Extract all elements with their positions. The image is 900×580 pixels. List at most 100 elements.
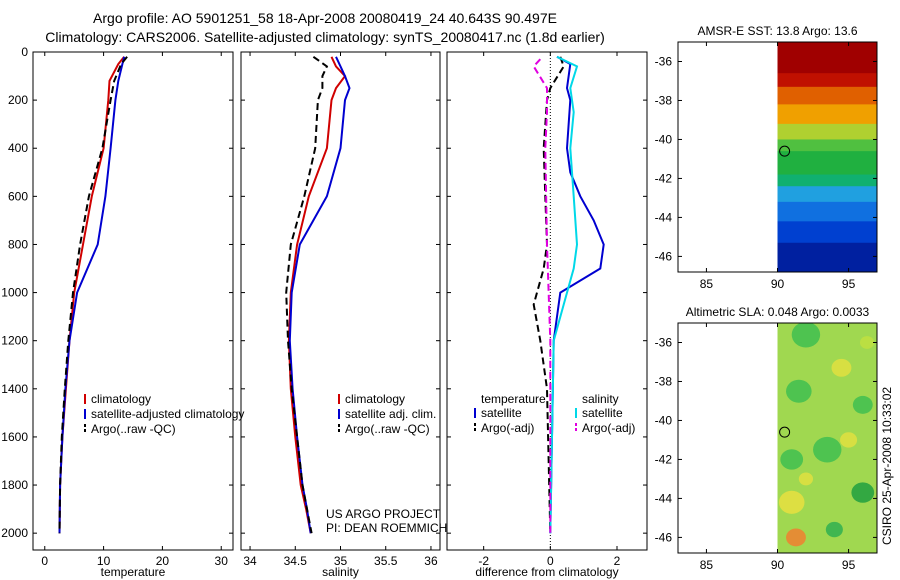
- map-frame: [677, 41, 878, 273]
- y-tick-label: 400: [8, 141, 28, 155]
- title-line-1: Argo profile: AO 5901251_58 18-Apr-2008 …: [93, 10, 557, 26]
- sla-blob: [851, 482, 875, 503]
- series-line-argo-raw-qc-: [285, 55, 329, 534]
- plot-frame: [32, 51, 234, 551]
- x-axis-label: temperature: [101, 565, 166, 579]
- title-line-2: Climatology: CARS2006. Satellite-adjuste…: [45, 29, 605, 45]
- x-tick-label: 34.5: [284, 554, 308, 568]
- sal-legend-label: climatology: [345, 392, 405, 406]
- sla-blob: [778, 490, 805, 514]
- diff-legend-title-sal: salinity: [582, 392, 619, 406]
- series-line-satellite-adjusted-climatology: [58, 56, 126, 534]
- diff-legend-label: Argo(-adj): [582, 421, 635, 435]
- x-tick-label: 20: [156, 554, 170, 568]
- x-tick-label: 34: [243, 554, 257, 568]
- series-group: [532, 55, 605, 534]
- y-tick-label: -44: [655, 491, 673, 505]
- sla-map-panel: 85 90 95 -36 -38 -40 -42 -44 -46 Altimetric SLA: …: [655, 305, 878, 572]
- sla-blob: [786, 528, 806, 547]
- y-tick-label: 600: [8, 189, 28, 203]
- x-tick-label: -2: [478, 554, 489, 568]
- x-tick-label: 30: [215, 554, 229, 568]
- y-tick-label: -38: [655, 374, 673, 388]
- y-tick-label: 1800: [1, 478, 28, 492]
- sst-band: [777, 139, 877, 153]
- y-tick-label: -44: [655, 210, 673, 224]
- y-tick-label: 200: [8, 93, 28, 107]
- plot-frame: [446, 51, 648, 551]
- temp-legend-label: climatology: [91, 392, 151, 406]
- y-tick-label: -36: [655, 335, 673, 349]
- diff-legend-title-temp: temperature: [481, 392, 546, 406]
- series-line-salinity-argo-adj-: [532, 58, 552, 534]
- sla-blob: [852, 395, 873, 414]
- sla-blob: [859, 336, 875, 349]
- sst-band: [777, 186, 877, 203]
- y-tick-label: 800: [8, 237, 28, 251]
- x-axis-label: difference from climatology: [475, 565, 618, 579]
- y-tick-label: -46: [655, 249, 673, 263]
- x-tick-label: 90: [771, 558, 785, 572]
- argo-float-marker: [779, 145, 791, 157]
- sal-legend-label: satellite adj. clim.: [345, 407, 436, 421]
- y-tick-label: -38: [655, 93, 673, 107]
- sst-band: [777, 123, 877, 141]
- x-tick-label: 85: [700, 558, 714, 572]
- series-group: [285, 55, 351, 534]
- y-tick-label: -42: [655, 452, 673, 466]
- temp-legend-label: satellite-adjusted climatology: [91, 407, 244, 421]
- csiro-timestamp: CSIRO 25-Apr-2008 10:33:02: [880, 387, 894, 545]
- sla-blob: [791, 323, 821, 348]
- sst-band: [777, 174, 877, 188]
- project-note-2: PI: DEAN ROEMMICH: [326, 521, 447, 535]
- y-tick-label: 1200: [1, 334, 28, 348]
- sla-blob: [825, 521, 843, 538]
- x-tick-label: 35: [334, 554, 348, 568]
- x-tick-label: 10: [97, 554, 111, 568]
- y-tick-label: 1400: [1, 382, 28, 396]
- y-tick-label: -36: [655, 54, 673, 68]
- x-axis-label: salinity: [322, 565, 359, 579]
- y-tick-label: -46: [655, 530, 673, 544]
- x-tick-label: 2: [614, 554, 621, 568]
- y-tick-label: 0: [21, 45, 28, 59]
- sst-band: [777, 221, 877, 244]
- sla-blob: [840, 432, 858, 448]
- series-group: [58, 56, 128, 534]
- x-tick-label: 95: [842, 558, 856, 572]
- sst-band: [777, 201, 877, 223]
- sst-band: [777, 73, 877, 88]
- sla-blob: [798, 472, 814, 486]
- map-title: AMSR-E SST: 13.8 Argo: 13.6: [697, 24, 857, 38]
- sla-blob: [831, 358, 852, 377]
- salinity-panel: 34 34.5 35 35.5 36 salinity climatologysatelli…: [240, 51, 447, 579]
- y-tick-label: -40: [655, 132, 673, 146]
- y-tick-label: 1600: [1, 430, 28, 444]
- map-title: Altimetric SLA: 0.048 Argo: 0.0033: [686, 305, 870, 319]
- x-tick-label: 0: [547, 554, 554, 568]
- series-line-argo-raw-qc-: [58, 56, 128, 534]
- x-tick-label: 85: [700, 277, 714, 291]
- y-tick-label: 2000: [1, 526, 28, 540]
- diff-legend-label: satellite: [481, 406, 522, 420]
- x-tick-label: 35.5: [374, 554, 398, 568]
- sst-band: [777, 151, 877, 176]
- sst-band: [777, 86, 877, 106]
- sst-band: [777, 42, 877, 75]
- diff-legend-label: Argo(-adj): [481, 421, 534, 435]
- diff-legend-label: satellite: [582, 406, 623, 420]
- x-tick-label: 95: [842, 277, 856, 291]
- series-line-temperature-satellite: [549, 55, 605, 534]
- sla-blob: [813, 436, 842, 463]
- sla-blob: [786, 379, 812, 403]
- sla-blob: [780, 449, 804, 470]
- y-tick-label: -42: [655, 171, 673, 185]
- project-note-1: US ARGO PROJECT: [326, 507, 441, 521]
- sst-band: [777, 104, 877, 125]
- x-tick-label: 0: [41, 554, 48, 568]
- sal-legend-label: Argo(..raw -QC): [345, 422, 430, 436]
- temperature-panel: 0 10 20 30 0 200 400 600 800 1000 1200 1400 1600 1800…: [1, 45, 244, 579]
- sst-band: [777, 242, 877, 272]
